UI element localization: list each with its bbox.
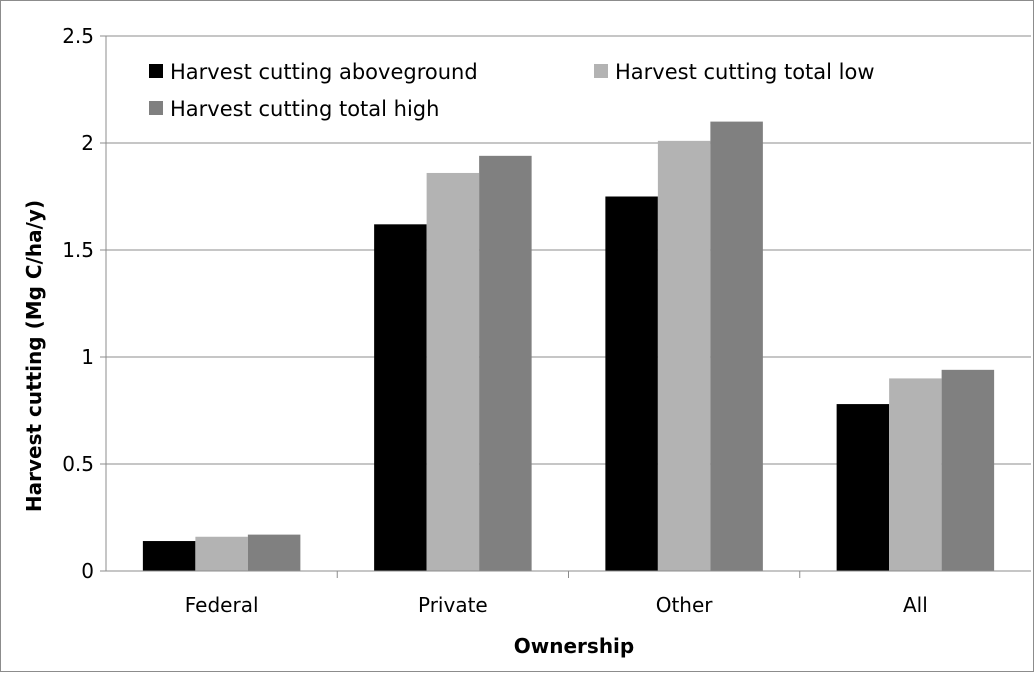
- legend-swatch: [594, 64, 608, 78]
- axes: 0 0.5 1 1.5 2 2.5 Federal Private Other All: [62, 24, 1031, 617]
- x-axis-title: Ownership: [514, 634, 634, 658]
- legend-label: Harvest cutting total low: [615, 60, 875, 84]
- y-tick-label: 1.5: [62, 238, 94, 262]
- bar-harvest-cutting-total-low-private: [426, 172, 480, 571]
- legend-swatch: [149, 101, 163, 115]
- y-tick-label: 2.5: [62, 24, 94, 48]
- bar-harvest-cutting-total-low-all: [889, 378, 942, 571]
- y-tick-label: 0: [81, 559, 94, 583]
- bar-harvest-cutting-total-low-other: [657, 140, 711, 572]
- y-tick-label: 0.5: [62, 452, 94, 476]
- legend: Harvest cutting aboveground Harvest cutti…: [149, 60, 875, 121]
- x-tick-label: All: [903, 593, 928, 617]
- bar-harvest-cutting-aboveground-federal: [142, 541, 196, 571]
- legend-label: Harvest cutting aboveground: [170, 60, 478, 84]
- bar-harvest-cutting-total-high-all: [941, 369, 995, 571]
- bar-harvest-cutting-total-high-private: [479, 155, 532, 571]
- x-tick-label: Other: [656, 593, 714, 617]
- bar-harvest-cutting-total-high-other: [710, 121, 763, 571]
- y-tick-label: 1: [81, 345, 94, 369]
- legend-label: Harvest cutting total high: [170, 97, 439, 121]
- y-axis-title: Harvest cutting (Mg C/ha/y): [22, 200, 46, 512]
- x-tick-label: Private: [418, 593, 488, 617]
- bars: [142, 121, 995, 572]
- bar-harvest-cutting-aboveground-private: [374, 224, 427, 571]
- bar-harvest-cutting-total-low-federal: [195, 536, 248, 571]
- bar-harvest-cutting-total-high-federal: [247, 534, 301, 571]
- legend-swatch: [149, 64, 163, 78]
- y-tick-label: 2: [81, 131, 94, 155]
- x-tick-label: Federal: [185, 593, 259, 617]
- bar-harvest-cutting-aboveground-other: [605, 196, 658, 571]
- bar-harvest-cutting-aboveground-all: [836, 404, 890, 571]
